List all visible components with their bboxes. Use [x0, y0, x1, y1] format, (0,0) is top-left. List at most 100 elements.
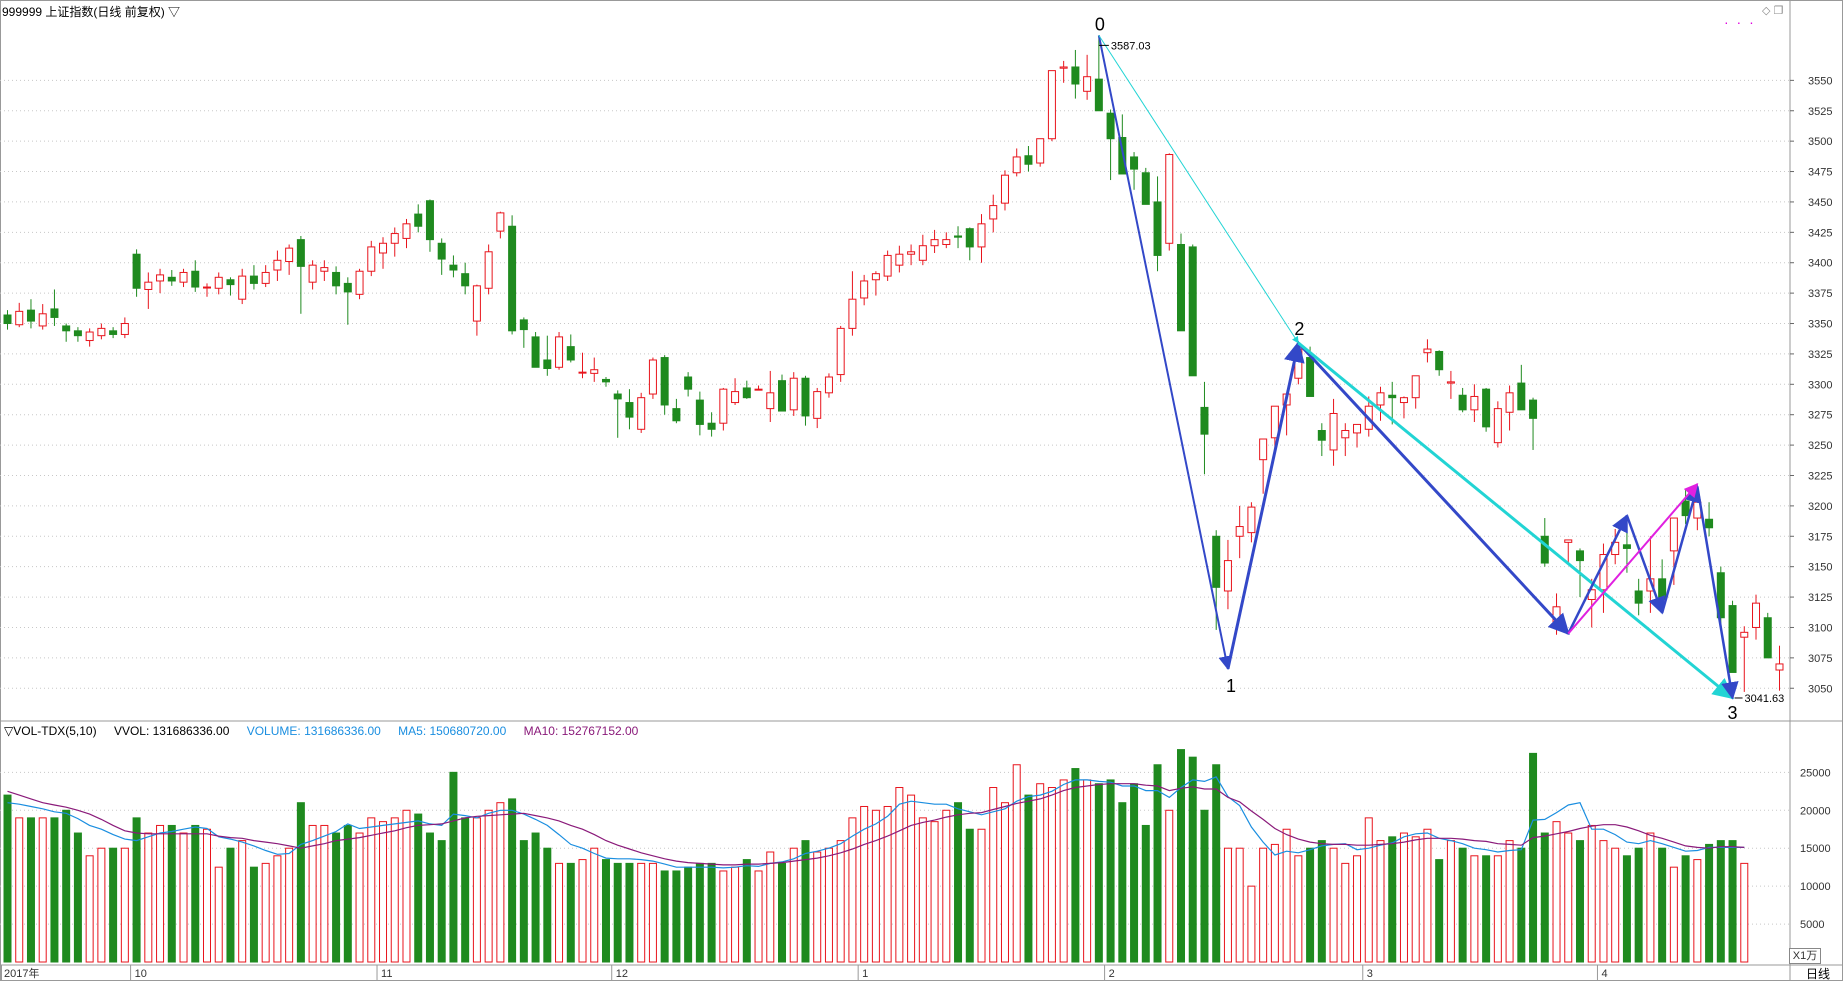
volume-bar-up [895, 787, 904, 963]
volume-bar-up [860, 805, 869, 963]
price-tick-label: 3350 [1808, 319, 1832, 331]
candle-down [249, 275, 258, 284]
volume-bar-down [191, 824, 200, 963]
volume-bar-up [1341, 862, 1350, 963]
volume-bar-up [1587, 824, 1596, 963]
wave-line-sub-a [1567, 514, 1629, 635]
volume-bar-up [1505, 840, 1514, 963]
volume-bar-down [1153, 764, 1162, 963]
volume-bar-down [1540, 832, 1549, 963]
price-tick-label: 3300 [1808, 379, 1832, 391]
price-tick-label: 3075 [1808, 653, 1832, 665]
volume-bar-up [85, 855, 94, 963]
volume-bar-down [1200, 809, 1209, 963]
volume-bar-up [871, 809, 880, 963]
candle-up [590, 369, 599, 374]
volume-bar-up [836, 840, 845, 963]
candle-up [1165, 154, 1174, 244]
candle-up [1752, 602, 1761, 628]
indicator-name[interactable]: ▽VOL-TDX(5,10) [4, 724, 97, 738]
volume-bar-up [555, 862, 564, 963]
candle-up [977, 223, 986, 248]
candle-down [1094, 78, 1103, 112]
wave-label-3: 3 [1728, 703, 1738, 723]
volume-bar-up [1165, 809, 1174, 963]
volume-tick-label: 20000 [1800, 805, 1831, 817]
price-tick-label: 3550 [1808, 75, 1832, 87]
wave-label-0: 0 [1095, 14, 1105, 34]
price-tick-label: 3400 [1808, 258, 1832, 270]
candle-down [132, 253, 141, 289]
candle-down [1681, 500, 1690, 517]
candle-down [1153, 201, 1162, 256]
volume-bar-down [566, 862, 575, 963]
candle-up [1470, 395, 1479, 411]
volume-bar-down [1094, 783, 1103, 963]
volume-bar-down [437, 840, 446, 963]
candle-up [38, 313, 47, 327]
volume-bar-up [989, 787, 998, 963]
price-tick-label: 3200 [1808, 501, 1832, 513]
candle-up [273, 259, 282, 271]
candle-up [484, 251, 493, 289]
more-options-icon[interactable]: · · · [1724, 14, 1756, 30]
candle-down [1517, 382, 1526, 411]
candle-down [1130, 156, 1139, 170]
volume-bar-down [508, 798, 517, 963]
volume-bar-up [15, 817, 24, 963]
candle-up [1223, 560, 1232, 592]
diamond-icon[interactable]: ◇ [1762, 5, 1771, 17]
candle-down [1540, 535, 1549, 564]
volume-bar-up [1376, 840, 1385, 963]
volume-bar-up [1423, 828, 1432, 963]
candle-up [848, 298, 857, 329]
candle-up [883, 254, 892, 277]
candle-up [1446, 381, 1455, 384]
volume-bar-down [1388, 836, 1397, 963]
candle-down [1482, 388, 1491, 428]
x-tick-label: 2017年 [4, 966, 39, 980]
volume-bar-up [214, 866, 223, 963]
volume-bar-up [1000, 802, 1009, 963]
volume-bar-up [496, 802, 505, 963]
candle-down [1188, 246, 1197, 377]
volume-bar-down [778, 862, 787, 963]
price-tick-label: 3175 [1808, 531, 1832, 543]
price-tick-label: 3225 [1808, 470, 1832, 482]
volume-bar-down [449, 771, 458, 963]
candle-up [1083, 76, 1092, 92]
volume-bar-up [1552, 821, 1561, 963]
volume-bar-down [132, 817, 141, 963]
candle-down [50, 308, 59, 318]
candle-down [1106, 112, 1115, 140]
chart-title[interactable]: 999999 上证指数(日线 前复权) ▽ [2, 5, 181, 19]
volume-bar-down [461, 817, 470, 963]
candle-up [1376, 392, 1385, 406]
candle-down [1705, 518, 1714, 529]
candle-down [1575, 550, 1584, 562]
price-tick-label: 3150 [1808, 562, 1832, 574]
wave-line-2-low [1297, 341, 1570, 636]
candle-up [238, 275, 247, 300]
volume-bar-up [1294, 855, 1303, 963]
volume-bar-up [883, 805, 892, 963]
volume-bar-up [238, 840, 247, 963]
candle-up [261, 271, 270, 284]
wave-line-0-1 [1097, 35, 1233, 671]
volume-bar-down [1622, 855, 1631, 963]
period-label[interactable]: 日线 [1806, 967, 1831, 981]
price-tick-label: 3250 [1808, 440, 1832, 452]
volume-bar-up [308, 824, 317, 963]
candle-down [566, 346, 575, 361]
volume-bar-up [367, 817, 376, 963]
candle-down [1024, 155, 1033, 165]
candle-down [954, 235, 963, 238]
volume-tick-label: 25000 [1800, 767, 1831, 779]
candle-up [15, 310, 24, 326]
candle-up [860, 280, 869, 299]
volume-bar-down [1658, 847, 1667, 963]
candle-up [1740, 631, 1749, 638]
volume-bar-up [1353, 855, 1362, 963]
restore-icon[interactable]: ❐ [1773, 5, 1784, 17]
